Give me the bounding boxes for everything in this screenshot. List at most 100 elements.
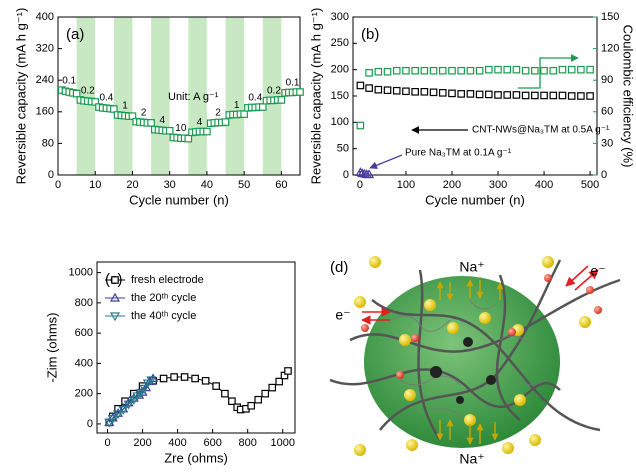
data-point <box>118 403 129 413</box>
unit-label: Unit: A g⁻¹ <box>168 91 219 103</box>
data-point <box>402 66 410 75</box>
data-point <box>132 392 143 402</box>
y-tick-label: 50 <box>337 143 349 155</box>
y-tick-label: 1000 <box>69 266 93 278</box>
data-point <box>221 389 229 398</box>
x-tick-label: 600 <box>203 437 221 449</box>
rate-label: 1 <box>122 101 128 112</box>
data-point <box>123 400 134 410</box>
data-point <box>429 66 438 75</box>
electron-label: e⁻ <box>335 307 350 323</box>
data-point <box>540 66 548 75</box>
data-point <box>411 66 419 75</box>
data-point <box>475 66 484 75</box>
ion-label: Na⁺ <box>459 451 484 467</box>
data-point <box>466 90 475 98</box>
nanowires <box>329 259 621 441</box>
arrow <box>369 154 403 169</box>
y-tick-label: 200 <box>75 388 93 400</box>
data-point <box>165 126 174 135</box>
data-point <box>577 65 585 74</box>
data-point <box>503 65 512 74</box>
data-point <box>356 121 365 130</box>
y-tick-label: 100 <box>331 116 349 128</box>
y-tick-label: 600 <box>75 327 93 339</box>
y-tick-label: 150 <box>331 90 349 102</box>
data-point <box>240 110 248 118</box>
rate-label: 0.1 <box>62 76 76 87</box>
data-point <box>549 91 558 100</box>
sphere <box>364 276 560 448</box>
data-point <box>118 405 129 415</box>
data-point <box>586 92 594 100</box>
arrow <box>518 54 579 89</box>
data-point <box>438 89 447 97</box>
x-tick-label: 10 <box>89 179 101 191</box>
data-point <box>364 169 375 179</box>
data-point <box>201 376 210 385</box>
panel-label: (a) <box>66 26 84 43</box>
x-tick-label: 0 <box>55 179 61 191</box>
data-point <box>191 374 199 383</box>
data-point <box>275 377 284 386</box>
y-tick-label: 300 <box>331 11 349 23</box>
rate-label: 1 <box>234 100 240 111</box>
x-tick-label: 200 <box>443 179 461 191</box>
data-point <box>355 167 366 176</box>
data-point <box>261 389 270 398</box>
data-point <box>128 396 139 405</box>
y-tick-label: 250 <box>331 37 349 49</box>
x-axis-label: Cycle number (n) <box>129 192 229 207</box>
data-point <box>558 65 567 74</box>
data-point <box>296 88 304 96</box>
rate-label: 0.4 <box>248 93 262 104</box>
data-point <box>448 66 456 75</box>
schematic: (d) Na⁺ Na⁺ e⁻ e⁻ <box>329 256 621 467</box>
data-point <box>521 66 530 75</box>
data-point <box>212 382 220 390</box>
data-point <box>485 65 493 74</box>
legend-label: the 20ᵗʰ cycle <box>131 292 196 304</box>
y-tick-label: 400 <box>36 11 54 23</box>
data-point <box>374 67 383 76</box>
y2-axis-label: Coulombic efficiency (%) <box>621 25 636 168</box>
data-point <box>254 395 263 404</box>
data-point <box>586 65 594 74</box>
data-point <box>429 88 438 97</box>
data-point <box>494 65 502 74</box>
data-point <box>374 85 383 94</box>
x-tick-label: 300 <box>489 179 507 191</box>
data-point <box>420 87 429 96</box>
rate-label: 0.1 <box>286 78 300 89</box>
shaded-band <box>262 17 282 175</box>
annotation: Pure Na₃TM at 0.1A g⁻¹ <box>405 148 512 159</box>
data-point <box>147 119 155 127</box>
y-axis-label: -Zim (ohms) <box>44 312 59 382</box>
y-tick-label: 200 <box>331 64 349 76</box>
y-tick-label: 240 <box>36 74 54 86</box>
y2-tick-label: 150 <box>601 11 619 23</box>
y2-tick-label: 30 <box>601 137 613 149</box>
data-point <box>521 91 530 100</box>
data-point <box>228 397 236 406</box>
legend-label: the 40ᵗʰ cycle <box>131 310 196 322</box>
panel-label: (d) <box>330 259 348 276</box>
data-point <box>356 81 365 90</box>
rate-label: 0.2 <box>81 86 95 97</box>
data-point <box>365 84 373 92</box>
legend-label: fresh electrode <box>131 274 204 286</box>
data-point <box>540 91 548 100</box>
rate-label: 0.2 <box>267 86 281 97</box>
data-point <box>475 90 484 99</box>
x-tick-label: 0 <box>104 437 110 449</box>
rate-label: 2 <box>215 108 221 119</box>
rate-label: 2 <box>141 107 147 118</box>
data-point <box>402 87 410 96</box>
shaded-band <box>76 17 96 175</box>
y2-tick-label: 60 <box>601 106 613 118</box>
data-point <box>146 376 157 386</box>
data-point <box>159 374 168 383</box>
x-tick-label: 20 <box>126 179 138 191</box>
rate-label: 0.4 <box>99 93 113 104</box>
